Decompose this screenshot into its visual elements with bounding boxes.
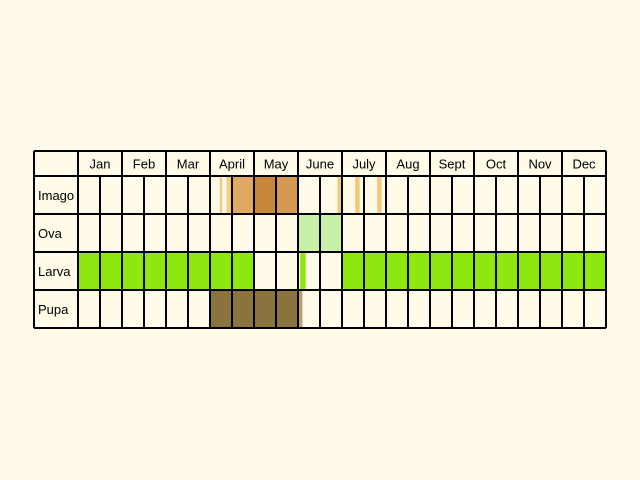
month-label-feb: Feb [133,157,155,172]
band-imago-7 [377,176,382,214]
month-label-may: May [264,157,289,172]
row-label-ova: Ova [38,226,63,241]
band-imago-5 [337,176,342,214]
month-label-sept: Sept [439,157,466,172]
band-imago-6 [355,176,360,214]
band-imago-0 [219,176,223,214]
row-label-imago: Imago [38,188,74,203]
month-label-nov: Nov [528,157,552,172]
month-label-april: April [219,157,245,172]
labels: Jan Feb Mar April May June July Aug Sept Oct Nov De… [38,157,596,318]
row-label-larva: Larva [38,264,71,279]
month-label-aug: Aug [396,157,419,172]
month-label-june: June [306,157,334,172]
band-pupa-1 [298,290,303,328]
month-label-jan: Jan [90,157,111,172]
row-label-pupa: Pupa [38,302,69,317]
grid [33,150,607,329]
month-label-july: July [352,157,376,172]
month-label-oct: Oct [486,157,507,172]
band-imago-4 [276,176,298,214]
band-larva-1 [300,252,306,290]
month-label-mar: Mar [177,157,200,172]
month-label-dec: Dec [572,157,596,172]
band-imago-3 [254,176,276,214]
